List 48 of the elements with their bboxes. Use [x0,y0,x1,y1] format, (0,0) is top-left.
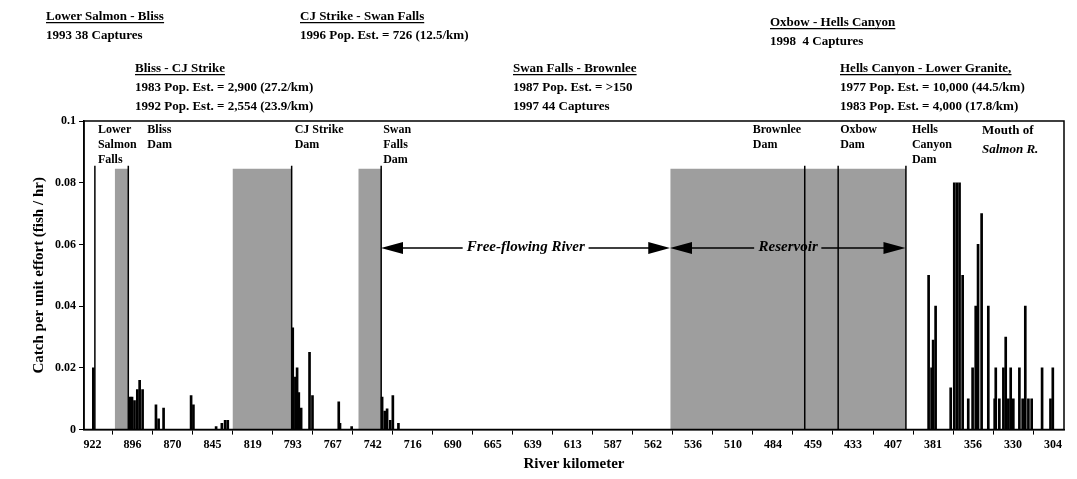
text: Swan Falls - Brownlee 1987 Pop. Est. = >150 1997 44 Captures [513,60,637,113]
text: Hells Canyon - Lower Granite, 1977 Pop. Est. = 10,000 (44.5/km) 1983 Pop. Est. = 4,000 (17.8/km) [840,60,1025,113]
x-tick-label: 562 [643,436,662,451]
x-tick-label: 870 [163,436,182,451]
ref-line-label: CJ Strike Dam [294,122,345,152]
x-axis-title: River kilometer [523,454,625,471]
ref-line-label: Brownlee Dam [752,122,802,152]
x-tick-label: 613 [563,436,582,451]
annotation: Mouth of Salmon R. [982,122,1039,156]
ref-line-label: Hells Canyon Dam [911,122,953,167]
x-tick-label: 459 [803,436,822,451]
x-tick-label: 381 [924,436,943,451]
x-tick-label: 767 [323,436,342,451]
y-tick-label: 0.02 [55,359,76,374]
y-tick-label: 0.04 [55,298,76,313]
x-tick-label: 690 [443,436,462,451]
x-tick-label: 484 [763,436,782,451]
ref-line-label: Swan Falls Dam [383,122,412,167]
text: Lower Salmon - Bliss 1993 38 Captures [46,8,164,42]
x-tick-label: 665 [483,436,502,451]
y-tick-label: 0.06 [55,236,76,251]
ref-line-label: Bliss Dam [147,122,172,152]
x-tick-label: 896 [123,436,142,451]
x-tick-label: 922 [83,436,102,451]
x-tick-label: 304 [1044,436,1063,451]
x-tick-label: 819 [243,436,262,451]
x-tick-label: 793 [283,436,302,451]
y-tick-label: 0 [70,421,76,436]
text: Bliss - CJ Strike 1983 Pop. Est. = 2,900 (27.2/km) 1992 Pop. Est. = 2,554 (23.9/km) [135,60,314,113]
y-tick-label: 0.08 [55,174,76,189]
x-tick-label: 845 [203,436,222,451]
ref-line-label: Lower Salmon Falls [97,122,137,167]
text: CJ Strike - Swan Falls 1996 Pop. Est. = 726 (12.5/km) [300,8,469,42]
x-tick-label: 433 [844,436,862,451]
y-axis-title: Catch per unit effort (fish / hr) [29,177,47,374]
text: Oxbow - Hells Canyon 1998 4 Captures [770,14,897,48]
x-tick-label: 407 [884,436,903,451]
x-tick-label: 330 [1004,436,1023,451]
annotation: Free-flowing River [465,238,585,255]
x-tick-label: 639 [523,436,542,451]
x-tick-label: 716 [403,436,422,451]
x-tick-label: 536 [683,436,702,451]
ref-line-label: Oxbow Dam [840,122,878,152]
x-tick-label: 356 [964,436,983,451]
x-tick-label: 587 [603,436,622,451]
x-tick-label: 510 [723,436,742,451]
x-tick-label: 742 [363,436,382,451]
y-tick-label: 0.1 [61,113,76,128]
